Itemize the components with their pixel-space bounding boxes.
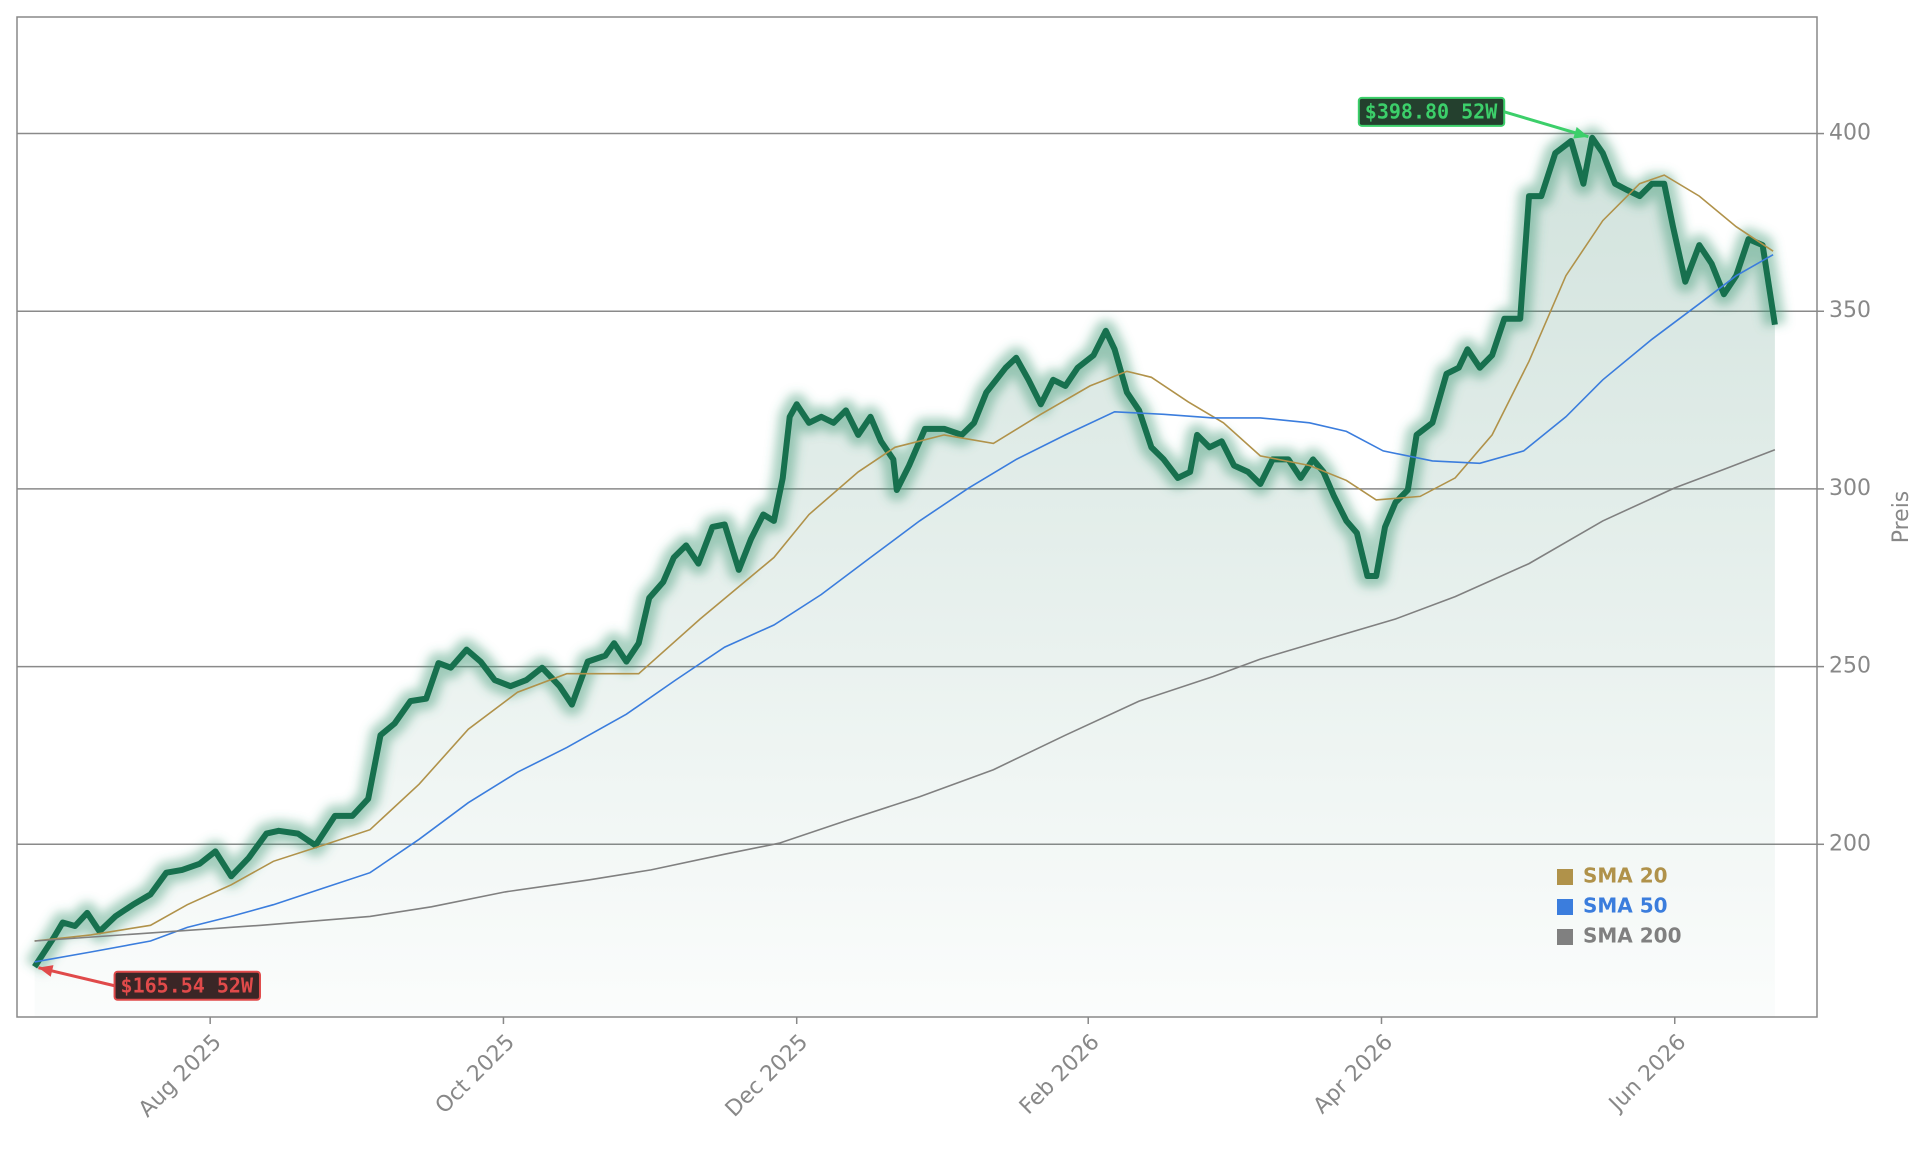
annotation-label: $398.80 52W xyxy=(1365,99,1498,123)
y-tick-label: 400 xyxy=(1829,121,1871,146)
legend-swatch xyxy=(1557,929,1573,945)
annotation-arrow xyxy=(1503,110,1589,139)
annotation-arrowhead xyxy=(1573,126,1589,139)
annotation-arrowhead xyxy=(38,965,54,977)
annotation-label: $165.54 52W xyxy=(121,973,254,997)
legend-swatch xyxy=(1557,899,1573,915)
y-tick-label: 200 xyxy=(1829,831,1871,856)
legend-swatch xyxy=(1557,869,1573,885)
y-tick-label: 300 xyxy=(1829,476,1871,501)
plot-frame xyxy=(16,16,1818,1018)
sma-line xyxy=(34,174,1774,942)
y-tick-label: 350 xyxy=(1829,298,1871,323)
price-line xyxy=(32,134,1778,969)
sma-line xyxy=(34,449,1776,942)
legend-label: SMA 200 xyxy=(1583,924,1682,948)
legend-label: SMA 50 xyxy=(1583,894,1668,918)
annotation: $398.80 52W xyxy=(1357,96,1589,139)
legend-label: SMA 20 xyxy=(1583,864,1668,888)
annotation: $165.54 52W xyxy=(38,965,261,1001)
y-axis-label: Preis xyxy=(1889,491,1914,544)
price-area xyxy=(34,137,1775,1018)
y-tick-label: 250 xyxy=(1829,654,1871,679)
sma-line xyxy=(34,254,1774,963)
